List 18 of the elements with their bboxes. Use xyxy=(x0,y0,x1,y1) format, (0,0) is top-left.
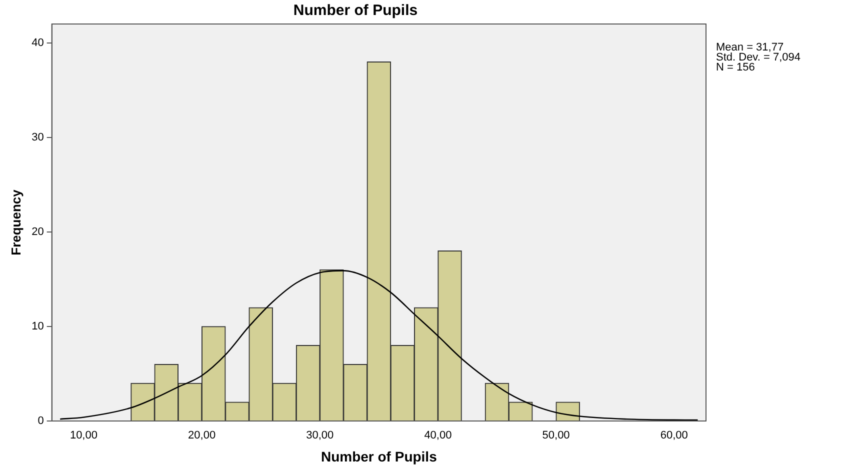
text: Mean = 31,77 xyxy=(716,42,784,54)
x-tick-label: 20,00 xyxy=(188,430,216,442)
text: N = 156 xyxy=(716,62,755,74)
y-tick-label: 30 xyxy=(32,131,44,144)
y-axis-title: Frequency xyxy=(8,188,24,256)
y-tick-label: 0 xyxy=(38,415,44,428)
x-tick-label: 50,00 xyxy=(542,430,570,442)
y-tick-label: 20 xyxy=(32,226,44,238)
x-tick-label: 60,00 xyxy=(660,430,688,442)
x-axis-title: Number of Pupils xyxy=(320,448,438,464)
y-tick-label: 40 xyxy=(32,36,44,49)
x-tick-label: 40,00 xyxy=(424,430,452,442)
y-tick-label: 10 xyxy=(32,320,44,333)
text: Std. Dev. = 7,094 xyxy=(716,52,800,64)
x-tick-label: 10,00 xyxy=(70,430,98,442)
line-series xyxy=(59,270,698,421)
chart-title: Number of Pupils xyxy=(293,2,418,20)
x-tick-label: 30,00 xyxy=(306,430,334,442)
